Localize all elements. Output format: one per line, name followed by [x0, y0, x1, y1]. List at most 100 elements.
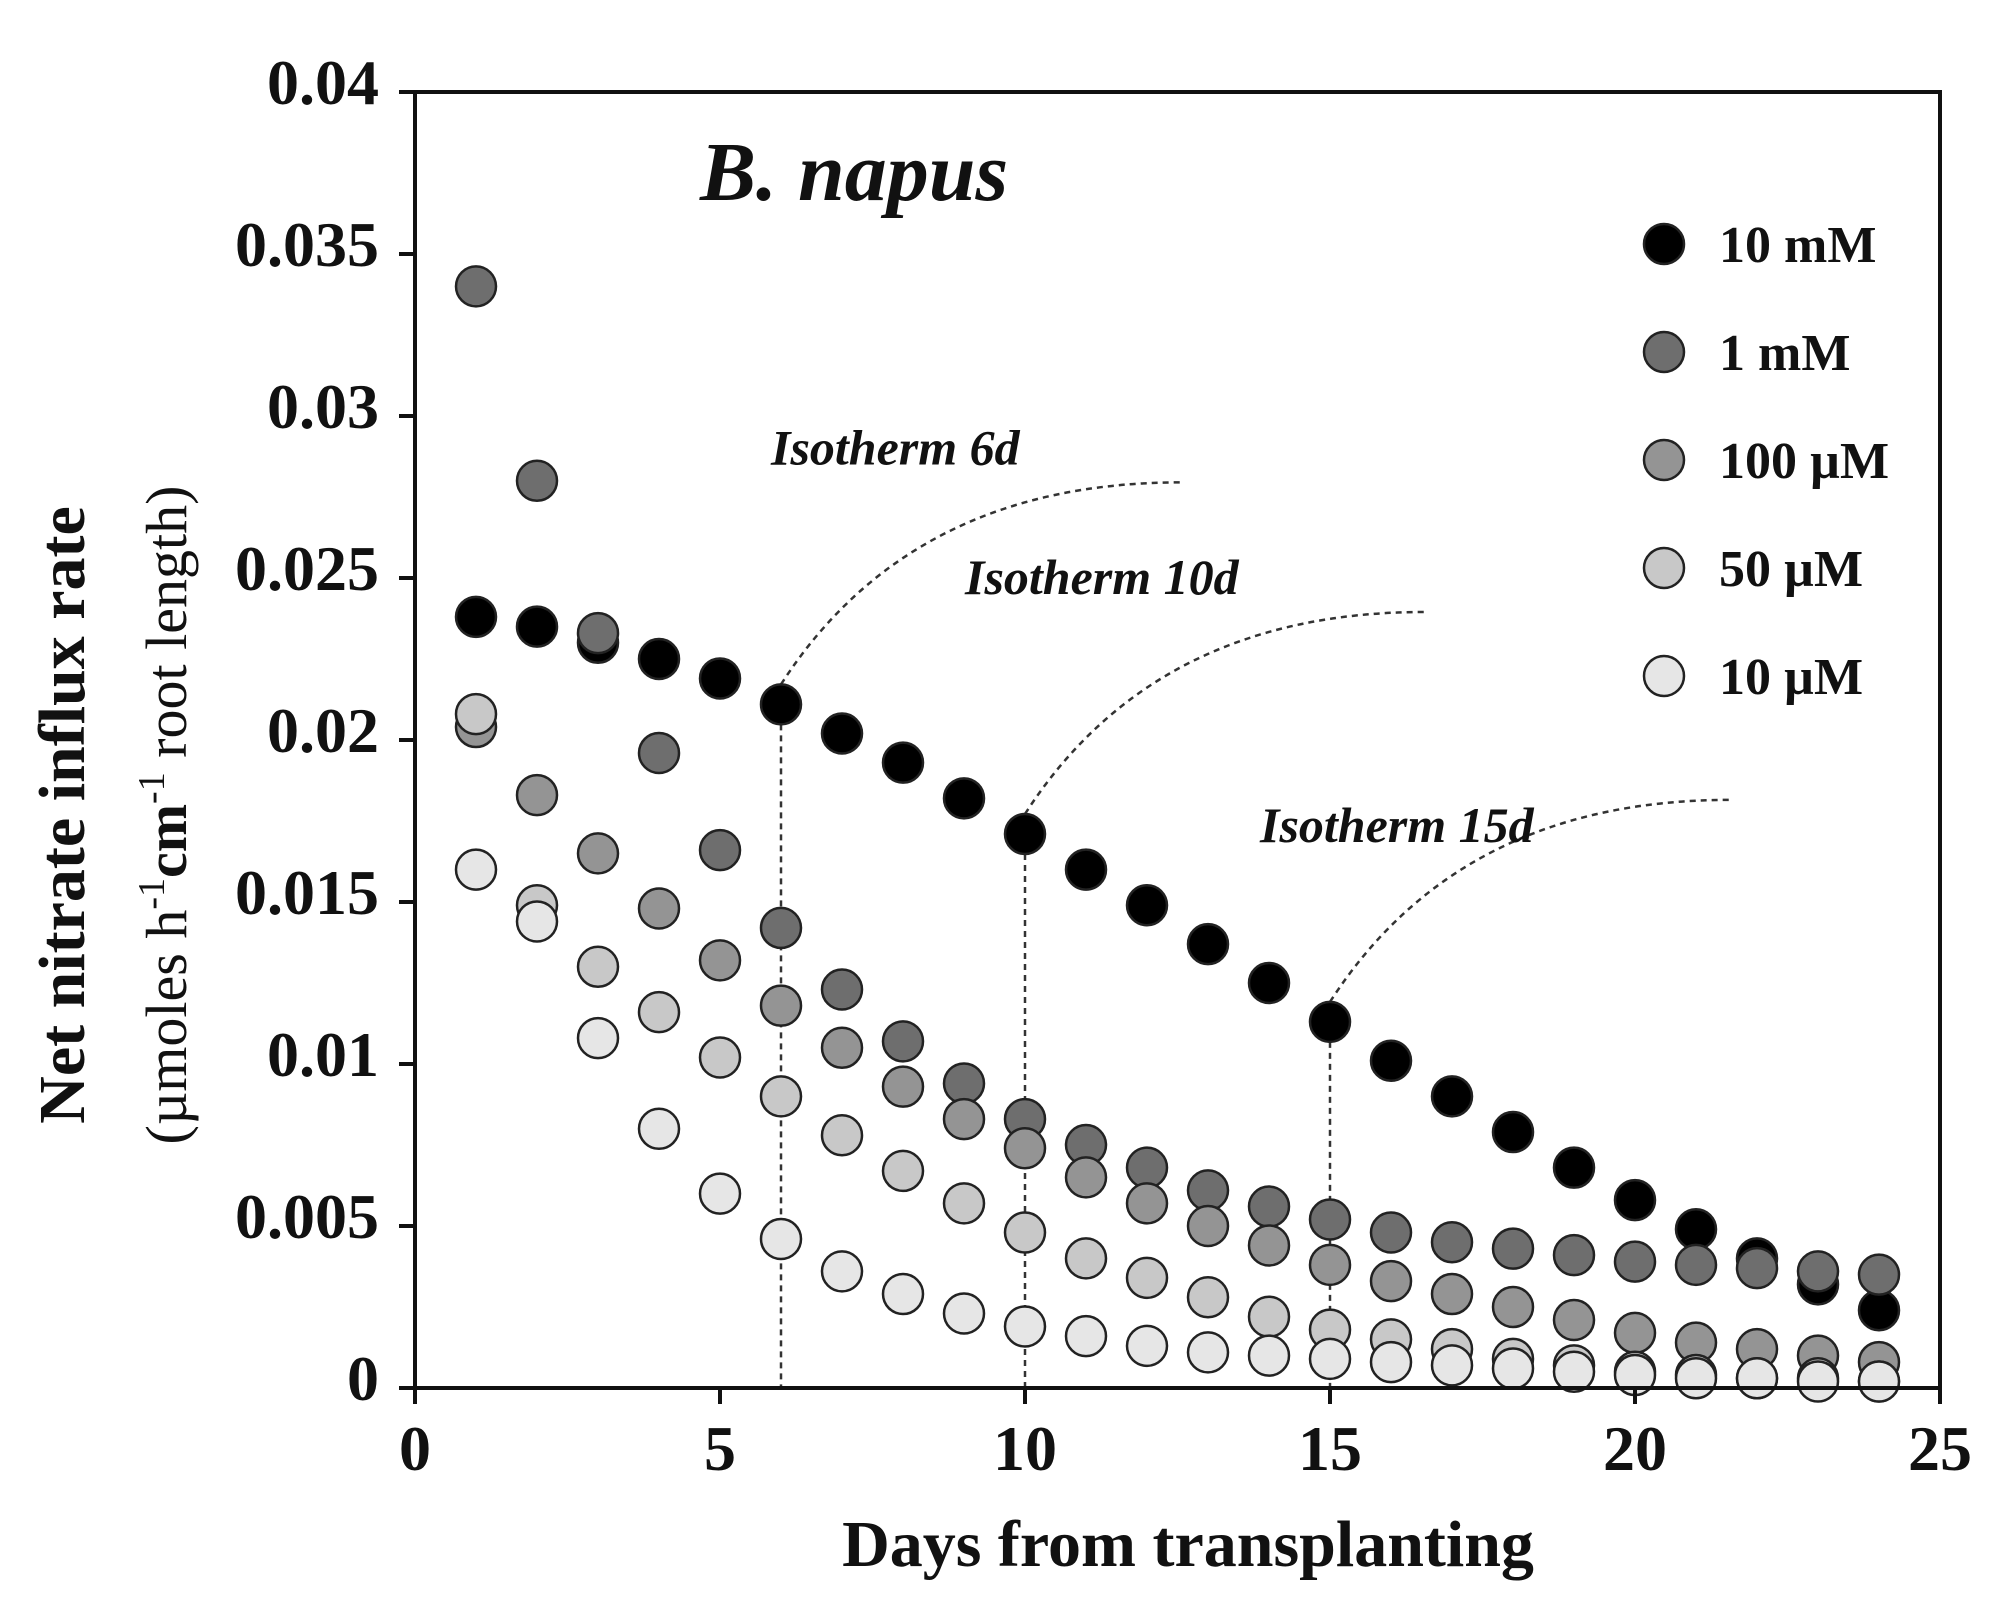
data-point: [759, 683, 803, 726]
data-point: [1613, 1240, 1657, 1283]
y-tick-label: 0.025: [235, 533, 379, 604]
data-point: [1125, 1182, 1169, 1225]
data-point: [1003, 1305, 1047, 1348]
isotherm-curve: [1328, 798, 1731, 1003]
data-point: [698, 939, 742, 982]
data-point: [1857, 1360, 1901, 1403]
data-point: [1064, 1314, 1108, 1358]
data-point: [1735, 1357, 1779, 1400]
x-tick-label: 0: [399, 1413, 431, 1484]
y-unit-mid: cm: [134, 804, 199, 878]
data-point: [1369, 1259, 1413, 1303]
y-axis: 0 0.005 0.01 0.015 0.02 0.025 0.03 0.035 0.04: [235, 47, 415, 1414]
y-tick-label: 0.04: [267, 47, 379, 118]
isotherm-label: Isotherm 10d: [964, 549, 1240, 605]
data-point: [820, 1026, 864, 1070]
data-point: [1247, 1295, 1291, 1338]
data-point: [1064, 848, 1108, 891]
legend: 10 mM 1 mM 100 µM 50 µM 10 µM: [1642, 217, 1889, 706]
y-axis-unit: (µmoles h-1cm-1 root length): [131, 486, 199, 1145]
data-point: [1796, 1360, 1840, 1403]
y-axis-title: Net nitrate influx rate: [26, 506, 99, 1124]
legend-label: 10 mM: [1719, 217, 1876, 274]
data-point: [1186, 922, 1230, 966]
data-point: [576, 611, 620, 655]
y-tick-label: 0.035: [235, 209, 379, 280]
data-point: [820, 1250, 864, 1293]
legend-marker: [1642, 330, 1686, 374]
data-point: [1430, 1220, 1474, 1264]
data-point: [881, 1065, 925, 1108]
data-point: [454, 265, 498, 308]
data-point: [1674, 1243, 1718, 1287]
isotherm-label: Isotherm 6d: [770, 419, 1021, 475]
y-tick-label: 0.005: [235, 1181, 379, 1252]
isotherm-curve: [1023, 610, 1426, 815]
data-point: [1491, 1285, 1535, 1329]
data-point: [1369, 1340, 1413, 1384]
isotherm-curve: [779, 481, 1182, 686]
data-point: [576, 1016, 620, 1060]
data-point: [1430, 1272, 1474, 1316]
data-point: [942, 1182, 986, 1225]
data-point: [637, 887, 681, 930]
x-tick-label: 25: [1908, 1413, 1972, 1484]
data-point: [881, 1272, 925, 1316]
y-tick-label: 0: [347, 1343, 379, 1414]
data-point: [1552, 1298, 1596, 1342]
y-unit-suffix: root length): [134, 486, 199, 773]
data-point: [1064, 1156, 1108, 1199]
data-point: [1735, 1246, 1779, 1290]
data-point: [1857, 1288, 1901, 1332]
y-tick-label: 0.03: [267, 371, 379, 442]
data-point: [698, 1036, 742, 1079]
data-point: [454, 692, 498, 736]
data-point: [1369, 1039, 1413, 1083]
data-point: [1552, 1146, 1596, 1189]
data-point: [1491, 1110, 1535, 1154]
data-point: [759, 1217, 803, 1261]
data-point: [1186, 1169, 1230, 1212]
data-point: [637, 731, 681, 775]
data-points: [454, 265, 1901, 1403]
data-point: [698, 1172, 742, 1215]
legend-marker: [1642, 438, 1686, 482]
data-point: [820, 712, 864, 755]
data-point: [637, 637, 681, 681]
data-point: [942, 777, 986, 820]
data-point: [1125, 1324, 1169, 1368]
data-point: [1796, 1250, 1840, 1293]
y-unit-sup2: -1: [131, 772, 173, 804]
legend-label: 50 µM: [1719, 541, 1863, 598]
y-tick-label: 0.02: [267, 695, 379, 766]
data-point: [515, 900, 559, 943]
data-point: [1491, 1347, 1535, 1390]
data-point: [1613, 1311, 1657, 1355]
data-point: [515, 773, 559, 817]
data-point: [1674, 1207, 1718, 1251]
data-point: [942, 1292, 986, 1335]
legend-marker: [1642, 654, 1686, 698]
data-point: [1369, 1211, 1413, 1254]
isotherm-label: Isotherm 15d: [1259, 797, 1535, 853]
data-point: [1003, 1126, 1047, 1170]
data-point: [759, 906, 803, 950]
data-point: [454, 848, 498, 891]
data-point: [759, 1075, 803, 1118]
data-point: [1064, 1237, 1108, 1280]
data-point: [1247, 1224, 1291, 1267]
data-point: [637, 990, 681, 1034]
data-point: [1613, 1178, 1657, 1222]
data-point: [942, 1062, 986, 1105]
data-point: [1308, 1198, 1352, 1241]
data-point: [1125, 1256, 1169, 1300]
data-point: [515, 605, 559, 648]
data-point: [759, 984, 803, 1027]
x-tick-label: 10: [993, 1413, 1057, 1484]
y-tick-label: 0.01: [267, 1019, 379, 1090]
data-point: [1430, 1344, 1474, 1387]
data-point: [576, 832, 620, 875]
x-axis: 0 5 10 15 20 25: [399, 1388, 1972, 1484]
